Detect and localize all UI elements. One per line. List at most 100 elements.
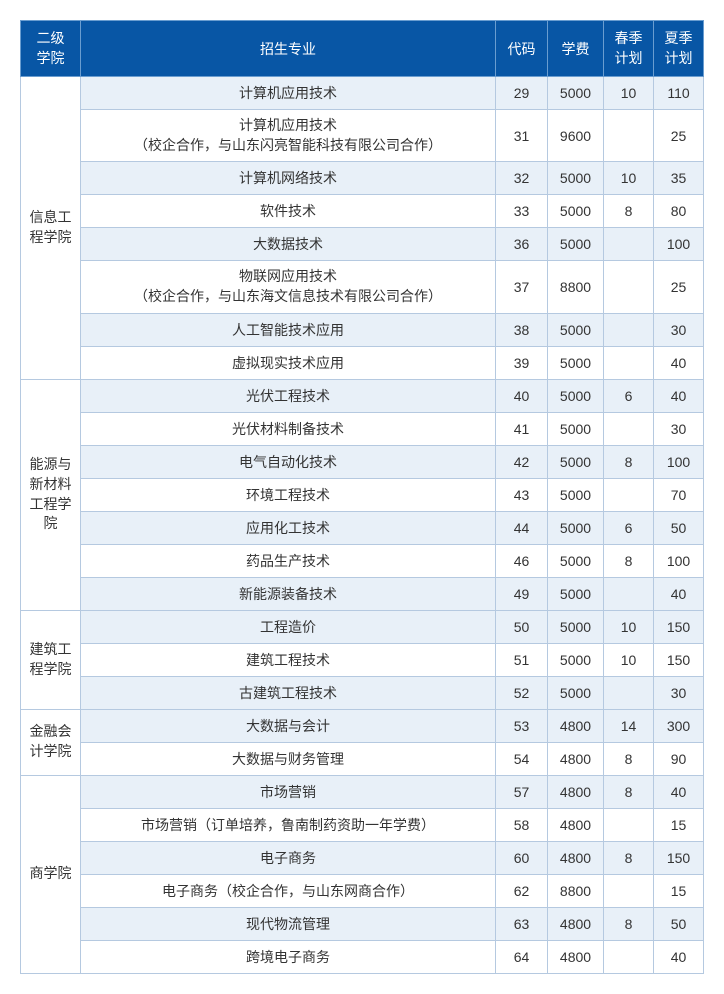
fee-cell: 5000	[548, 313, 604, 346]
code-cell: 44	[496, 511, 548, 544]
table-row: 新能源装备技术495000 40	[21, 577, 704, 610]
spring-cell: 10	[604, 77, 654, 110]
major-cell: 大数据与会计	[81, 709, 496, 742]
major-cell: 大数据与财务管理	[81, 742, 496, 775]
table-row: 古建筑工程技术52500030	[21, 676, 704, 709]
summer-cell: 40	[654, 775, 704, 808]
major-cell: 计算机网络技术	[81, 162, 496, 195]
summer-cell: 30	[654, 313, 704, 346]
summer-cell: 35	[654, 162, 704, 195]
summer-cell: 25	[654, 261, 704, 313]
major-cell: 电气自动化技术	[81, 445, 496, 478]
spring-cell: 10	[604, 610, 654, 643]
major-cell: 市场营销	[81, 775, 496, 808]
code-cell: 36	[496, 228, 548, 261]
major-cell: 环境工程技术	[81, 478, 496, 511]
fee-cell: 5000	[548, 544, 604, 577]
fee-cell: 4800	[548, 742, 604, 775]
admissions-table: 二级学院 招生专业 代码 学费 春季计划 夏季计划 信息工程学院计算机应用技术2…	[20, 20, 704, 974]
summer-cell: 40	[654, 577, 704, 610]
spring-cell	[604, 346, 654, 379]
major-cell: 计算机应用技术（校企合作，与山东闪亮智能科技有限公司合作）	[81, 110, 496, 162]
fee-cell: 4800	[548, 907, 604, 940]
major-cell: 建筑工程技术	[81, 643, 496, 676]
header-fee: 学费	[548, 21, 604, 77]
spring-cell: 8	[604, 775, 654, 808]
table-row: 大数据技术365000100	[21, 228, 704, 261]
major-cell: 古建筑工程技术	[81, 676, 496, 709]
summer-cell: 150	[654, 643, 704, 676]
code-cell: 53	[496, 709, 548, 742]
spring-cell: 8	[604, 742, 654, 775]
major-cell: 大数据技术	[81, 228, 496, 261]
summer-cell: 100	[654, 445, 704, 478]
spring-cell	[604, 874, 654, 907]
code-cell: 41	[496, 412, 548, 445]
code-cell: 31	[496, 110, 548, 162]
table-row: 现代物流管理634800850	[21, 907, 704, 940]
summer-cell: 110	[654, 77, 704, 110]
major-cell: 软件技术	[81, 195, 496, 228]
fee-cell: 8800	[548, 261, 604, 313]
spring-cell: 8	[604, 445, 654, 478]
code-cell: 63	[496, 907, 548, 940]
table-row: 大数据与财务管理544800890	[21, 742, 704, 775]
spring-cell	[604, 676, 654, 709]
summer-cell: 30	[654, 676, 704, 709]
spring-cell: 8	[604, 841, 654, 874]
code-cell: 49	[496, 577, 548, 610]
major-cell: 计算机应用技术	[81, 77, 496, 110]
table-row: 电子商务（校企合作，与山东网商合作）62880015	[21, 874, 704, 907]
fee-cell: 4800	[548, 808, 604, 841]
major-cell: 电子商务	[81, 841, 496, 874]
header-major: 招生专业	[81, 21, 496, 77]
spring-cell	[604, 412, 654, 445]
code-cell: 37	[496, 261, 548, 313]
summer-cell: 150	[654, 610, 704, 643]
summer-cell: 50	[654, 511, 704, 544]
summer-cell: 150	[654, 841, 704, 874]
code-cell: 58	[496, 808, 548, 841]
major-cell: 新能源装备技术	[81, 577, 496, 610]
fee-cell: 4800	[548, 775, 604, 808]
spring-cell: 10	[604, 162, 654, 195]
fee-cell: 5000	[548, 445, 604, 478]
major-cell: 应用化工技术	[81, 511, 496, 544]
fee-cell: 4800	[548, 709, 604, 742]
fee-cell: 5000	[548, 77, 604, 110]
summer-cell: 100	[654, 544, 704, 577]
table-row: 跨境电子商务64480040	[21, 940, 704, 973]
spring-cell: 8	[604, 544, 654, 577]
code-cell: 54	[496, 742, 548, 775]
fee-cell: 5000	[548, 412, 604, 445]
major-cell: 物联网应用技术（校企合作，与山东海文信息技术有限公司合作）	[81, 261, 496, 313]
code-cell: 51	[496, 643, 548, 676]
table-row: 能源与新材料工程学院光伏工程技术405000640	[21, 379, 704, 412]
major-cell: 市场营销（订单培养，鲁南制药资助一年学费）	[81, 808, 496, 841]
code-cell: 42	[496, 445, 548, 478]
fee-cell: 5000	[548, 577, 604, 610]
summer-cell: 90	[654, 742, 704, 775]
spring-cell: 6	[604, 379, 654, 412]
summer-cell: 40	[654, 940, 704, 973]
spring-cell: 10	[604, 643, 654, 676]
table-row: 市场营销（订单培养，鲁南制药资助一年学费）58480015	[21, 808, 704, 841]
spring-cell	[604, 940, 654, 973]
code-cell: 62	[496, 874, 548, 907]
spring-cell	[604, 261, 654, 313]
fee-cell: 5000	[548, 228, 604, 261]
summer-cell: 50	[654, 907, 704, 940]
code-cell: 39	[496, 346, 548, 379]
table-row: 光伏材料制备技术41500030	[21, 412, 704, 445]
code-cell: 43	[496, 478, 548, 511]
table-row: 软件技术335000880	[21, 195, 704, 228]
table-row: 计算机应用技术（校企合作，与山东闪亮智能科技有限公司合作）31960025	[21, 110, 704, 162]
table-row: 虚拟现实技术应用39500040	[21, 346, 704, 379]
major-cell: 光伏工程技术	[81, 379, 496, 412]
header-college: 二级学院	[21, 21, 81, 77]
table-header-row: 二级学院 招生专业 代码 学费 春季计划 夏季计划	[21, 21, 704, 77]
code-cell: 40	[496, 379, 548, 412]
major-cell: 药品生产技术	[81, 544, 496, 577]
code-cell: 60	[496, 841, 548, 874]
table-row: 建筑工程学院工程造价50500010150	[21, 610, 704, 643]
